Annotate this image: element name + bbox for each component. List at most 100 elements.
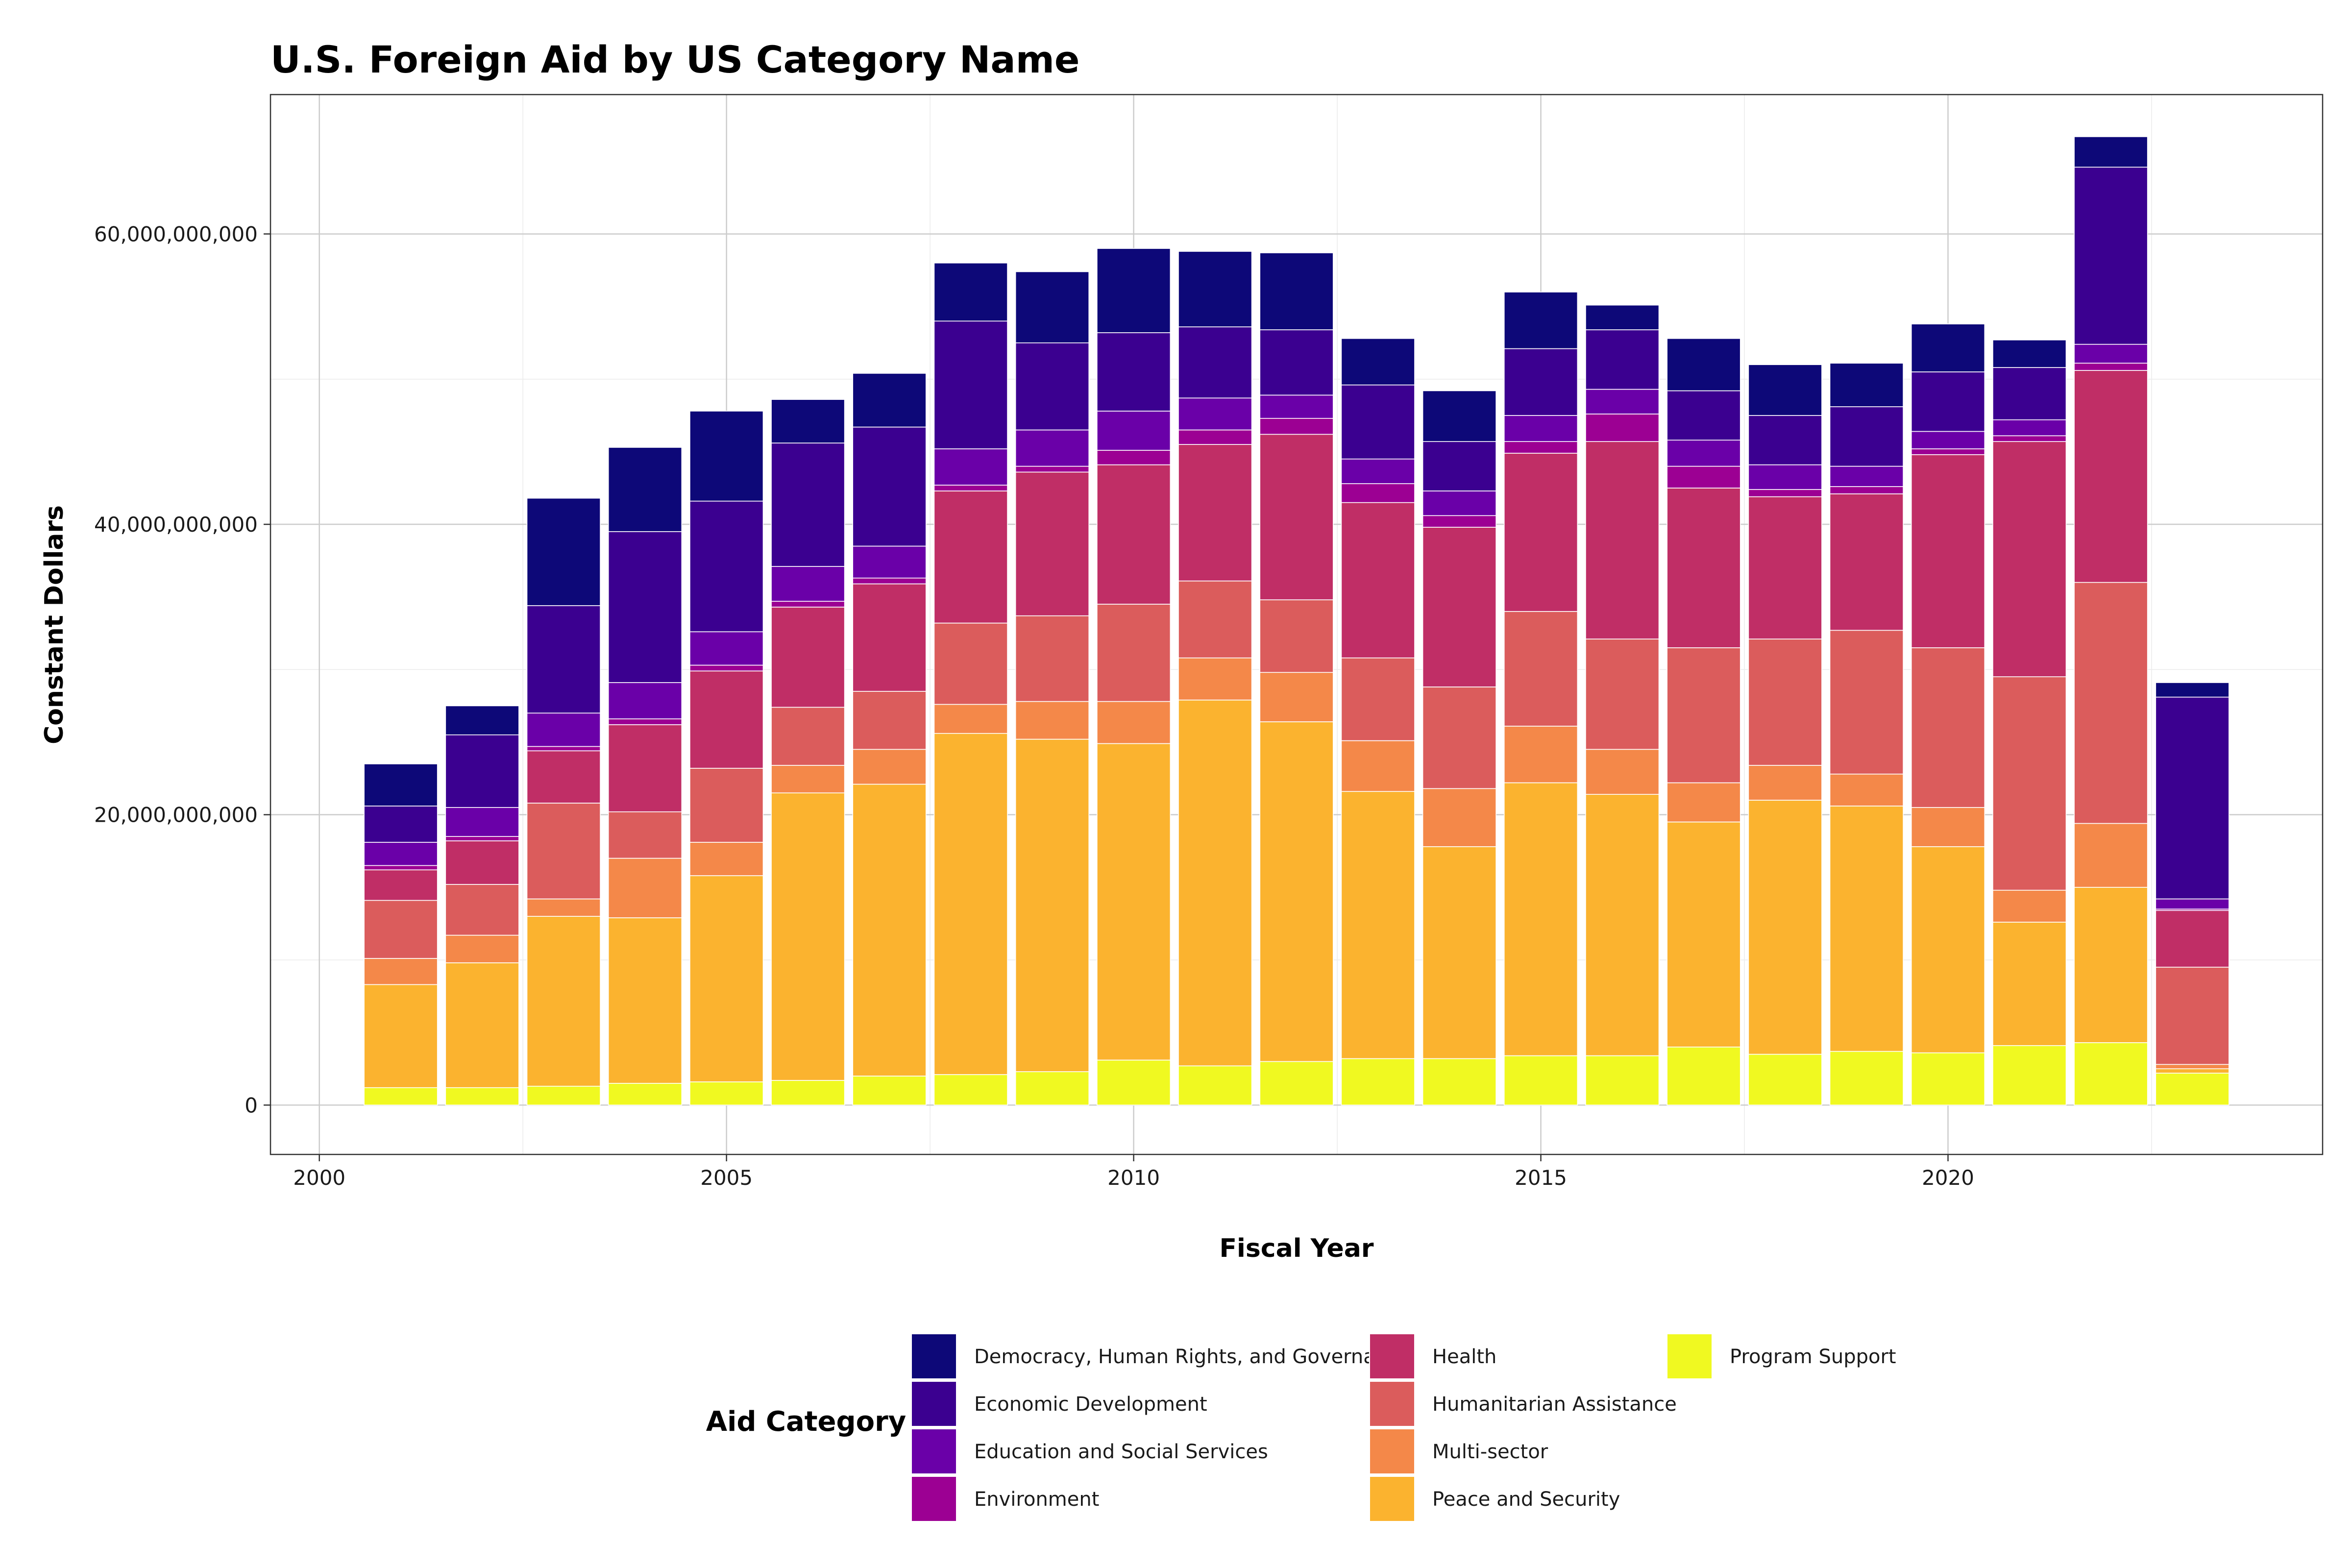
legend-swatch [1369, 1333, 1415, 1379]
legend-swatch [911, 1381, 957, 1427]
bar-segment [526, 916, 601, 1087]
bar-segment [526, 803, 601, 900]
bar-segment [1666, 390, 1741, 441]
legend-title: Aid Category [706, 1406, 906, 1438]
bar-segment [1503, 1055, 1578, 1106]
bar-segment [1259, 394, 1334, 419]
bar-segment [1666, 440, 1741, 467]
bar-segment [1992, 339, 2067, 368]
bar-segment [1748, 1054, 1822, 1106]
bar-segment [1178, 429, 1252, 445]
bar-segment [1097, 464, 1171, 605]
bar-segment [526, 712, 601, 747]
bar-segment [1829, 466, 1904, 487]
bar-segment [364, 869, 438, 901]
bar-segment [1992, 419, 2067, 437]
x-tick-label: 2010 [1107, 1166, 1160, 1190]
bar-segment [689, 670, 764, 769]
bar-segment [1259, 329, 1334, 396]
bar-segment [364, 806, 438, 843]
bar-segment [1422, 390, 1496, 442]
bar-segment [1666, 821, 1741, 1048]
legend-swatch [1369, 1381, 1415, 1427]
bar-segment [1341, 791, 1415, 1059]
legend-label: Environment [974, 1488, 1099, 1511]
bar-segment [526, 898, 601, 917]
bar-segment [1503, 348, 1578, 416]
bar-segment [1178, 1065, 1252, 1106]
bar-segment [1015, 701, 1090, 740]
bar-segment [608, 811, 683, 859]
bar-segment [2155, 1073, 2230, 1106]
bar-segment [1097, 1059, 1171, 1106]
bar-segment [2155, 1064, 2230, 1069]
bar-segment [445, 934, 519, 963]
y-axis-title: Constant Dollars [40, 505, 69, 744]
bar-segment [2074, 370, 2148, 583]
bar-segment [608, 682, 683, 719]
bar-segment [2155, 898, 2230, 910]
bar-segment [2155, 696, 2230, 900]
bar-segment [933, 1074, 1008, 1106]
bar-segment [1015, 1071, 1090, 1106]
bar-segment [1911, 431, 1985, 449]
bar-segment [1503, 726, 1578, 784]
bar-segment [1992, 676, 2067, 891]
bar-segment [1748, 464, 1822, 490]
legend-label: Economic Development [974, 1393, 1207, 1416]
bar-segment [1503, 415, 1578, 442]
bar-segment [933, 733, 1008, 1075]
bar-segment [1911, 371, 1985, 432]
bar-segment [771, 399, 845, 443]
bar-segment [1178, 397, 1252, 431]
x-axis-title: Fiscal Year [1219, 1234, 1373, 1263]
bar-segment [2155, 910, 2230, 968]
bar-segment [1992, 922, 2067, 1046]
bar-segment [1097, 450, 1171, 466]
bar-segment [771, 566, 845, 602]
bar-segment [2074, 887, 2148, 1043]
legend-label: Multi-sector [1432, 1441, 1548, 1463]
legend-swatch [1666, 1333, 1713, 1379]
bar-segment [1911, 1052, 1985, 1106]
bar-segment [1829, 806, 1904, 1052]
bar-segment [1422, 686, 1496, 789]
bar-segment [2074, 582, 2148, 824]
bar-segment [608, 917, 683, 1084]
bar-segment [933, 704, 1008, 734]
bar-segment [1259, 599, 1334, 673]
bar-segment [689, 875, 764, 1082]
bar-segment [1259, 252, 1334, 330]
bar-segment [445, 884, 519, 936]
bar-segment [689, 411, 764, 502]
bar-segment [1585, 329, 1660, 390]
bar-segment [1422, 441, 1496, 491]
bar-segment [852, 583, 927, 692]
bar-segment [1259, 672, 1334, 722]
bar-segment [1015, 429, 1090, 467]
bar-segment [2155, 1068, 2230, 1074]
bar-segment [1097, 332, 1171, 412]
bar-segment [1748, 489, 1822, 497]
legend: Democracy, Human Rights, and Governance E… [911, 1333, 1896, 1522]
bar-segment [1341, 502, 1415, 659]
bar-segment [1585, 441, 1660, 639]
bar-segment [852, 577, 927, 585]
bar-segment [1829, 363, 1904, 407]
bar-segment [608, 531, 683, 683]
bar-segment [2074, 1042, 2148, 1106]
x-tick-label: 2020 [1922, 1166, 1974, 1190]
bars-layer [364, 136, 2230, 1106]
bar-segment [445, 836, 519, 841]
bar-segment [1585, 389, 1660, 415]
bar-segment [1015, 466, 1090, 473]
bar-segment [1341, 483, 1415, 503]
bar-segment [1585, 749, 1660, 795]
y-tick-label: 20,000,000,000 [94, 803, 258, 827]
bar-segment [1178, 326, 1252, 399]
bar-segment [771, 442, 845, 567]
bar-segment [689, 1081, 764, 1106]
bar-segment [1015, 342, 1090, 431]
bar-segment [1422, 1058, 1496, 1106]
bar-segment [1503, 453, 1578, 612]
